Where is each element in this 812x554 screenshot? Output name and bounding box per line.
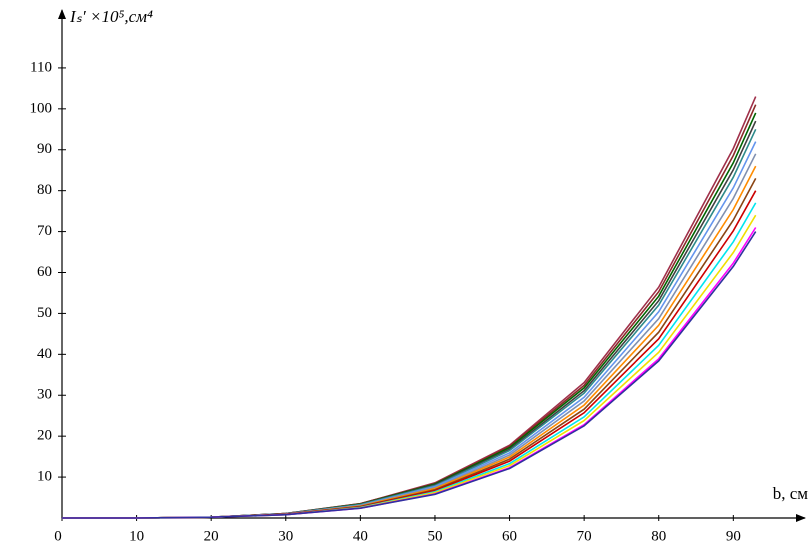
y-tick-label: 70 bbox=[37, 223, 52, 239]
x-tick-label: 80 bbox=[651, 528, 666, 544]
y-tick-label: 80 bbox=[37, 182, 52, 198]
series-line bbox=[62, 231, 757, 519]
x-tick-label: 70 bbox=[577, 528, 592, 544]
y-tick-label: 40 bbox=[37, 346, 52, 362]
y-tick-label: 60 bbox=[37, 264, 52, 280]
series-line bbox=[62, 128, 757, 519]
series-line bbox=[62, 165, 757, 519]
series-line bbox=[62, 190, 757, 519]
series-line bbox=[62, 153, 757, 519]
x-tick-label: 40 bbox=[353, 528, 368, 544]
series-line bbox=[62, 178, 757, 519]
series-line bbox=[62, 104, 757, 519]
y-tick-label: 30 bbox=[37, 387, 52, 403]
x-tick-label: 60 bbox=[502, 528, 517, 544]
x-tick-label: 10 bbox=[129, 528, 144, 544]
y-tick-label: 90 bbox=[37, 141, 52, 157]
y-axis-label: Iₛ′ ×10⁵,см⁴ bbox=[69, 7, 153, 26]
y-tick-label: 20 bbox=[37, 428, 52, 444]
y-tick-label: 100 bbox=[30, 100, 53, 116]
series-line bbox=[62, 202, 757, 519]
y-tick-label: 10 bbox=[37, 469, 52, 485]
x-tick-label: 20 bbox=[204, 528, 219, 544]
series-line bbox=[62, 96, 757, 519]
x-tick-label: 90 bbox=[726, 528, 741, 544]
x-tick-label: 50 bbox=[427, 528, 442, 544]
series-line bbox=[62, 141, 757, 519]
y-tick-label: 110 bbox=[30, 59, 52, 75]
series-line bbox=[62, 227, 757, 519]
x-axis-label: b, см bbox=[773, 484, 809, 503]
y-tick-label: 50 bbox=[37, 305, 52, 321]
x-tick-label: 30 bbox=[278, 528, 293, 544]
series-line bbox=[62, 112, 757, 519]
x-tick-label: 0 bbox=[54, 528, 62, 544]
